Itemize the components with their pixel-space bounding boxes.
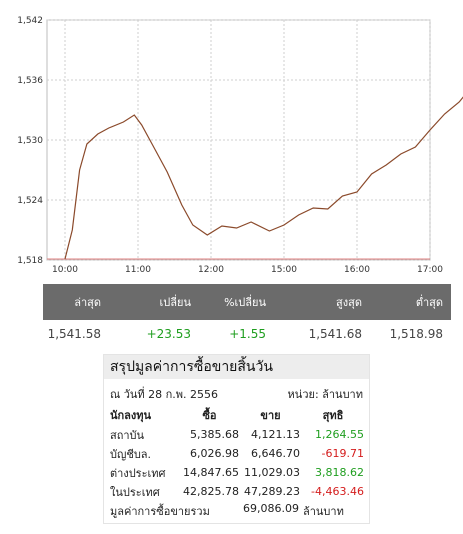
row-buy: 5,385.68: [190, 428, 239, 441]
summary-meta: ณ วันที่ 28 ก.พ. 2556 หน่วย: ล้านบาท: [110, 385, 363, 403]
y-tick-label: 1,542: [17, 16, 43, 26]
col-net: สุทธิ: [322, 409, 344, 422]
summary-date: ณ วันที่ 28 ก.พ. 2556: [110, 388, 219, 401]
table-row: บัญชีบล. 6,026.98 6,646.70 -619.71: [104, 444, 369, 463]
daily-trading-summary: สรุปมูลค่าการซื้อขายสิ้นวัน ณ วันที่ 28 …: [103, 354, 370, 524]
row-sell: 47,289.23: [244, 485, 300, 498]
summary-table: นักลงทุน ซื้อ ขาย สุทธิ สถาบัน 5,385.68 …: [104, 405, 369, 501]
plot-area: [46, 19, 431, 261]
last-header: ล่าสุด: [74, 296, 101, 309]
row-buy: 14,847.65: [183, 466, 239, 479]
row-category: สถาบัน: [110, 428, 145, 442]
y-tick-label: 1,518: [17, 256, 43, 266]
row-net: -4,463.46: [311, 485, 364, 498]
summary-unit: หน่วย: ล้านบาท: [287, 388, 363, 401]
change-pct-header: %เปลี่ยน: [224, 296, 266, 309]
total-label: มูลค่าการซื้อขายรวม: [110, 505, 210, 518]
high-value: 1,541.68: [308, 327, 362, 341]
y-tick-label: 1,524: [17, 196, 43, 206]
table-row: ในประเทศ 42,825.78 47,289.23 -4,463.46: [104, 482, 369, 501]
row-sell: 4,121.13: [251, 428, 300, 441]
quote-values: 1,541.58 +23.53 +1.55 1,541.68 1,518.98: [43, 320, 451, 348]
row-buy: 42,825.78: [183, 485, 239, 498]
table-row: ต่างประเทศ 14,847.65 11,029.03 3,818.62: [104, 463, 369, 482]
index-series-line: [64, 96, 463, 260]
total-value: 69,086.09: [243, 502, 299, 515]
x-tick-label: 11:00: [125, 265, 151, 275]
change-value: +23.53: [146, 327, 191, 341]
high-header: สูงสุด: [336, 296, 362, 309]
last-value: 1,541.58: [47, 327, 101, 341]
change-pct-value: +1.55: [229, 327, 266, 341]
table-row: สถาบัน 5,385.68 4,121.13 1,264.55: [104, 425, 369, 444]
col-investor: นักลงทุน: [110, 409, 152, 422]
x-tick-label: 16:00: [344, 265, 370, 275]
row-net: 3,818.62: [315, 466, 364, 479]
y-tick-label: 1,536: [17, 76, 43, 86]
change-header: เปลี่ยน: [159, 296, 191, 309]
col-sell: ขาย: [260, 409, 281, 422]
row-buy: 6,026.98: [190, 447, 239, 460]
summary-table-header: นักลงทุน ซื้อ ขาย สุทธิ: [104, 405, 369, 425]
low-value: 1,518.98: [389, 327, 443, 341]
x-tick-label: 17:00: [417, 265, 443, 275]
row-net: 1,264.55: [315, 428, 364, 441]
row-sell: 11,029.03: [244, 466, 300, 479]
row-net: -619.71: [321, 447, 364, 460]
summary-title: สรุปมูลค่าการซื้อขายสิ้นวัน: [104, 355, 369, 379]
low-header: ต่ำสุด: [415, 296, 443, 309]
x-tick-label: 15:00: [271, 265, 297, 275]
row-category: ในประเทศ: [110, 485, 160, 499]
col-buy: ซื้อ: [202, 409, 217, 422]
quote-header: ล่าสุด เปลี่ยน %เปลี่ยน สูงสุด ต่ำสุด: [43, 284, 451, 320]
x-tick-label: 12:00: [198, 265, 224, 275]
x-tick-label: 10:00: [52, 265, 78, 275]
total-unit: ล้านบาท: [303, 505, 344, 518]
y-tick-label: 1,530: [17, 136, 43, 146]
row-sell: 6,646.70: [251, 447, 300, 460]
row-category: ต่างประเทศ: [110, 466, 166, 480]
row-category: บัญชีบล.: [110, 447, 152, 461]
intraday-index-chart: 1,518 1,524 1,530 1,536 1,542 10:00 11:00 12:00…: [17, 16, 463, 275]
summary-total-row: มูลค่าการซื้อขายรวม 69,086.09 ล้านบาท: [104, 502, 369, 520]
